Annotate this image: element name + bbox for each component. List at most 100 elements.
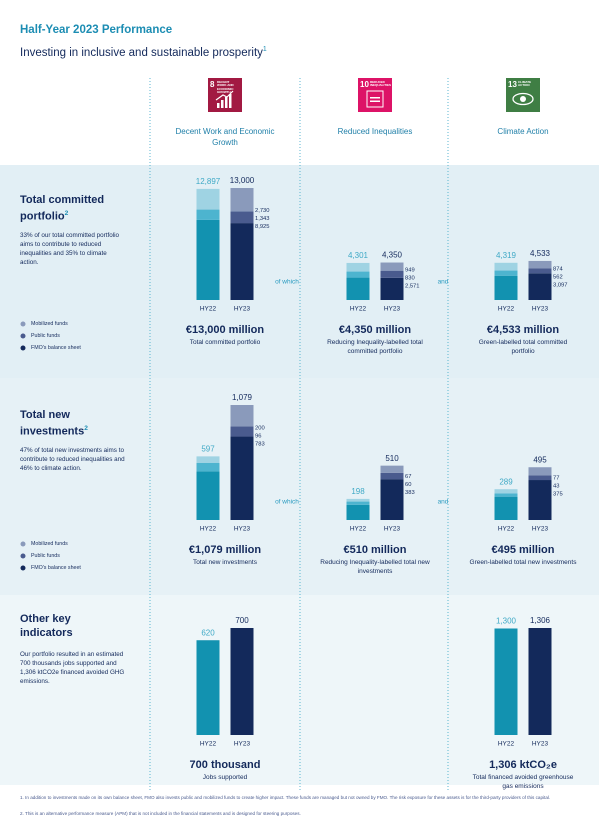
bar-segment	[230, 436, 254, 520]
legend-swatch	[20, 345, 26, 351]
bar-segment	[528, 480, 552, 520]
value-label: 1,306	[530, 616, 551, 625]
total-label: 289	[499, 477, 513, 486]
segment-label: 874	[553, 266, 563, 272]
category-label: HY22	[200, 741, 217, 748]
bar-segment	[346, 271, 370, 278]
total-label: 597	[201, 444, 215, 453]
row-description: 33% of our total committed portfolio aim…	[20, 232, 120, 266]
legend-swatch	[20, 553, 26, 559]
bar	[494, 628, 518, 735]
bar	[196, 640, 220, 735]
sdg-glyph	[366, 90, 384, 108]
bar-segment	[230, 188, 254, 212]
bar-segment	[230, 426, 254, 437]
segment-label: 1,343	[255, 216, 270, 222]
total-label: 13,000	[230, 176, 255, 185]
category-label: HY23	[532, 741, 549, 748]
sdg-label: REDUCED INEQUALITIES	[370, 80, 392, 88]
total-label: 1,079	[232, 393, 253, 402]
legend-swatch	[20, 541, 26, 547]
segment-label: 830	[405, 276, 415, 282]
bar-segment	[196, 471, 220, 520]
segment-label: 60	[405, 482, 411, 488]
sdg-number: 10	[360, 80, 369, 89]
connector-label: and	[438, 499, 449, 506]
row-title-text: Other key indicators	[20, 613, 73, 639]
bar-segment	[196, 456, 220, 463]
sdg-number: 13	[508, 80, 517, 89]
bar-segment	[494, 262, 518, 271]
column-label: Reduced Inequalities	[337, 127, 413, 136]
segment-label: 3,097	[553, 282, 568, 288]
sdg-label: CLIMATE ACTION	[518, 80, 532, 88]
caption: Total committed portfolio	[189, 339, 261, 346]
segment-label: 96	[255, 434, 261, 440]
glyph-bar	[221, 100, 224, 108]
sdg-glyph	[512, 92, 534, 106]
bar-segment	[196, 209, 220, 220]
bar-segment	[346, 277, 370, 300]
caption: Green-labelled total committed portfolio	[478, 339, 568, 355]
segment-label: 77	[553, 475, 559, 481]
bar-segment	[494, 270, 518, 276]
bar-segment	[528, 260, 552, 269]
bar-segment	[230, 211, 254, 224]
category-label: HY22	[498, 526, 515, 533]
row-title-note: 2	[64, 210, 69, 217]
bar-segment	[528, 467, 552, 476]
total-label: 4,533	[530, 249, 551, 258]
category-label: HY23	[384, 306, 401, 313]
bar-segment	[494, 275, 518, 300]
category-label: HY23	[532, 526, 549, 533]
page-subtitle: Investing in inclusive and sustainable p…	[20, 46, 267, 59]
segment-label: 375	[553, 491, 563, 497]
footnote: 1. In addition to investments made on it…	[20, 795, 551, 800]
bar-segment	[196, 219, 220, 300]
column-label: Climate Action	[497, 127, 549, 136]
glyph-frame	[366, 90, 384, 108]
row-title: Total committed portfolio2	[20, 193, 120, 224]
sdg-number: 8	[210, 80, 215, 89]
bar-segment	[230, 405, 254, 427]
bar-segment	[346, 262, 370, 272]
bar-segment	[380, 262, 404, 271]
legend-label: Public funds	[31, 333, 60, 339]
bar-segment	[230, 223, 254, 300]
glyph-eq	[370, 100, 380, 102]
page-title: Half-Year 2023 Performance	[20, 24, 173, 36]
glyph-eq	[370, 97, 380, 99]
glyph-eye	[512, 92, 534, 106]
legend-label: Public funds	[31, 553, 60, 559]
sdg-icon	[506, 78, 540, 112]
segment-label: 2,571	[405, 284, 420, 290]
sdg-glyph	[215, 90, 234, 108]
bar	[230, 628, 254, 735]
caption: Total financed avoided greenhouse gas em…	[472, 774, 574, 790]
category-label: HY23	[234, 526, 251, 533]
bar-segment	[528, 475, 552, 481]
row-description: 47% of total new investments aims to con…	[20, 447, 125, 472]
legend-label: FMO's balance sheet	[31, 565, 81, 571]
total-label: 495	[533, 455, 547, 464]
value-label: 620	[201, 628, 215, 637]
bar-segment	[380, 472, 404, 480]
value-label: 1,300	[496, 617, 517, 626]
segment-label: 949	[405, 268, 415, 274]
legend-label: Mobilized funds	[31, 541, 68, 547]
bar-segment	[494, 496, 518, 520]
caption-value: €4,350 million	[338, 324, 412, 336]
total-label: 4,301	[348, 251, 369, 260]
caption-value: €1,079 million	[188, 544, 262, 556]
segment-label: 8,925	[255, 224, 270, 230]
bar-segment	[380, 270, 404, 278]
value-label: 700	[235, 616, 249, 625]
bar-segment	[494, 493, 518, 497]
bar	[528, 628, 552, 735]
caption: Reducing Inequality-labelled total commi…	[327, 339, 423, 355]
legend-swatch	[20, 333, 26, 339]
row-title-note: 2	[84, 425, 88, 432]
sdg-icon	[358, 78, 392, 112]
caption-value: €510 million	[343, 544, 407, 556]
